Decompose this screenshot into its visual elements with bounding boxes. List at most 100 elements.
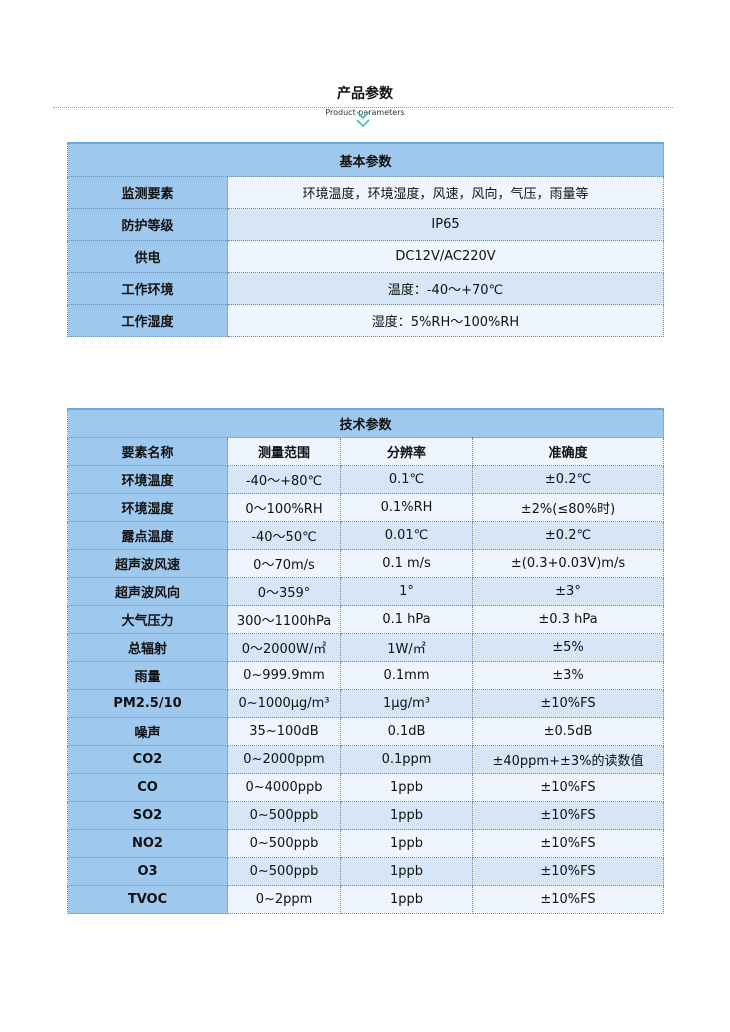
accuracy: ±2%(≤80%时) <box>472 493 664 522</box>
table-row: 工作环境 温度：-40～+70℃ <box>67 272 664 305</box>
accuracy: ±10%FS <box>472 857 664 886</box>
element-name: 雨量 <box>67 661 228 690</box>
row-label: 监测要素 <box>67 176 228 209</box>
measurement-range: 0~1000μg/m³ <box>227 689 341 718</box>
element-name: SO2 <box>67 801 228 830</box>
measurement-range: 0~4000ppb <box>227 773 341 802</box>
measurement-range: 0~2000ppm <box>227 745 341 774</box>
measurement-range: 0～70m/s <box>227 549 341 578</box>
accuracy: ±10%FS <box>472 689 664 718</box>
measurement-range: 300～1100hPa <box>227 605 341 634</box>
measurement-range: 0~500ppb <box>227 857 341 886</box>
row-value: 温度：-40～+70℃ <box>227 272 664 305</box>
table-caption-row: 技术参数 <box>67 408 664 438</box>
resolution: 1ppb <box>340 857 473 886</box>
table-row: CO2 0~2000ppm 0.1ppm ±40ppm+±3%的读数值 <box>67 745 664 774</box>
row-value: DC12V/AC220V <box>227 240 664 273</box>
double-chevron-down-icon <box>356 111 370 128</box>
resolution: 1ppb <box>340 829 473 858</box>
table-row: 超声波风速 0～70m/s 0.1 m/s ±(0.3+0.03V)m/s <box>67 549 664 578</box>
accuracy: ±5% <box>472 633 664 662</box>
accuracy: ±0.2℃ <box>472 465 664 494</box>
element-name: CO2 <box>67 745 228 774</box>
element-name: 大气压力 <box>67 605 228 634</box>
table-row: 环境温度 -40～+80℃ 0.1℃ ±0.2℃ <box>67 465 664 494</box>
measurement-range: -40～+80℃ <box>227 465 341 494</box>
resolution: 1ppb <box>340 773 473 802</box>
table-row: 防护等级 IP65 <box>67 208 664 241</box>
accuracy: ±40ppm+±3%的读数值 <box>472 745 664 774</box>
accuracy: ±3° <box>472 577 664 606</box>
row-value: 环境温度，环境湿度，风速，风向，气压，雨量等 <box>227 176 664 209</box>
table-row: 总辐射 0～2000W/㎡ 1W/㎡ ±5% <box>67 633 664 662</box>
resolution: 0.1 m/s <box>340 549 473 578</box>
resolution: 0.1ppm <box>340 745 473 774</box>
accuracy: ±0.2℃ <box>472 521 664 550</box>
accuracy: ±10%FS <box>472 801 664 830</box>
accuracy: ±10%FS <box>472 885 664 914</box>
row-label: 工作环境 <box>67 272 228 305</box>
element-name: O3 <box>67 857 228 886</box>
accuracy: ±10%FS <box>472 829 664 858</box>
resolution: 0.01℃ <box>340 521 473 550</box>
column-header: 测量范围 <box>227 437 341 466</box>
section-subtitle: Product parameters <box>323 108 407 117</box>
measurement-range: 0～359° <box>227 577 341 606</box>
table-row: 监测要素 环境温度，环境湿度，风速，风向，气压，雨量等 <box>67 176 664 209</box>
measurement-range: 35~100dB <box>227 717 341 746</box>
table-header-row: 要素名称 测量范围 分辨率 准确度 <box>67 437 664 466</box>
element-name: 环境湿度 <box>67 493 228 522</box>
table-row: 露点温度 -40～50℃ 0.01℃ ±0.2℃ <box>67 521 664 550</box>
technical-parameters-table: 技术参数 要素名称 测量范围 分辨率 准确度 环境温度 -40～+80℃ 0.1℃ ±0.2℃ 环… <box>67 408 664 914</box>
element-name: CO <box>67 773 228 802</box>
element-name: 环境温度 <box>67 465 228 494</box>
measurement-range: 0~500ppb <box>227 829 341 858</box>
measurement-range: 0～100%RH <box>227 493 341 522</box>
element-name: 超声波风向 <box>67 577 228 606</box>
table-row: NO2 0~500ppb 1ppb ±10%FS <box>67 829 664 858</box>
section-title: 产品参数 <box>337 86 393 102</box>
table-row: PM2.5/10 0~1000μg/m³ 1μg/m³ ±10%FS <box>67 689 664 718</box>
accuracy: ±10%FS <box>472 773 664 802</box>
element-name: 露点温度 <box>67 521 228 550</box>
element-name: NO2 <box>67 829 228 858</box>
basic-parameters-table: 基本参数 监测要素 环境温度，环境湿度，风速，风向，气压，雨量等 防护等级 IP65 供电… <box>67 142 664 337</box>
resolution: 0.1mm <box>340 661 473 690</box>
measurement-range: 0~999.9mm <box>227 661 341 690</box>
column-header: 准确度 <box>472 437 664 466</box>
row-label: 工作湿度 <box>67 304 228 337</box>
table-row: 超声波风向 0～359° 1° ±3° <box>67 577 664 606</box>
row-value: IP65 <box>227 208 664 241</box>
table-row: 供电 DC12V/AC220V <box>67 240 664 273</box>
column-header: 分辨率 <box>340 437 473 466</box>
measurement-range: 0~500ppb <box>227 801 341 830</box>
table-row: 工作湿度 湿度：5%RH～100%RH <box>67 304 664 337</box>
element-name: 噪声 <box>67 717 228 746</box>
element-name: PM2.5/10 <box>67 689 228 718</box>
resolution: 0.1 hPa <box>340 605 473 634</box>
table-caption: 技术参数 <box>67 408 664 438</box>
measurement-range: 0~2ppm <box>227 885 341 914</box>
resolution: 1ppb <box>340 885 473 914</box>
row-label: 防护等级 <box>67 208 228 241</box>
accuracy: ±(0.3+0.03V)m/s <box>472 549 664 578</box>
resolution: 1ppb <box>340 801 473 830</box>
dotted-divider <box>53 107 673 108</box>
resolution: 1° <box>340 577 473 606</box>
accuracy: ±0.5dB <box>472 717 664 746</box>
column-header: 要素名称 <box>67 437 228 466</box>
table-row: 雨量 0~999.9mm 0.1mm ±3% <box>67 661 664 690</box>
element-name: 总辐射 <box>67 633 228 662</box>
row-label: 供电 <box>67 240 228 273</box>
row-value: 湿度：5%RH～100%RH <box>227 304 664 337</box>
element-name: 超声波风速 <box>67 549 228 578</box>
table-row: 大气压力 300～1100hPa 0.1 hPa ±0.3 hPa <box>67 605 664 634</box>
resolution: 0.1dB <box>340 717 473 746</box>
table-row: SO2 0~500ppb 1ppb ±10%FS <box>67 801 664 830</box>
table-row: CO 0~4000ppb 1ppb ±10%FS <box>67 773 664 802</box>
table-caption: 基本参数 <box>67 142 664 177</box>
resolution: 1μg/m³ <box>340 689 473 718</box>
resolution: 0.1%RH <box>340 493 473 522</box>
accuracy: ±0.3 hPa <box>472 605 664 634</box>
